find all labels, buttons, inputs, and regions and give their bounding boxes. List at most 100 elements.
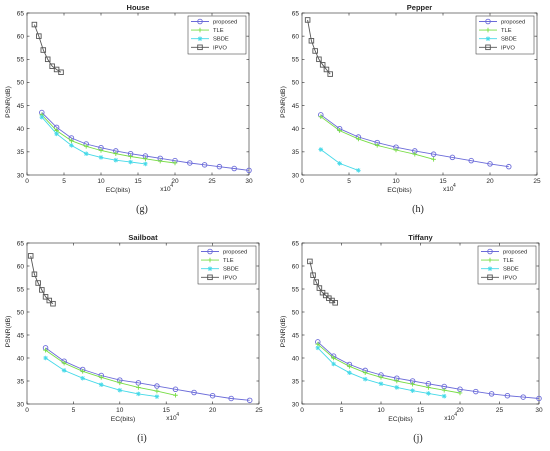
data-point-sbde	[337, 161, 342, 166]
y-tick-label: 30	[17, 172, 25, 179]
y-tick-label: 35	[292, 149, 300, 156]
data-point-sbde	[113, 157, 119, 163]
data-point-proposed	[209, 392, 216, 399]
data-point-sbde	[378, 381, 384, 387]
data-point-sbde	[143, 161, 148, 167]
legend-label-sbde: SBDE	[223, 267, 239, 273]
data-point-proposed	[228, 395, 234, 402]
data-point-proposed	[473, 388, 479, 395]
legend-marker-proposed	[485, 18, 491, 25]
series-tle	[39, 112, 178, 166]
legend: proposed TLE SBDE IPVO	[477, 245, 537, 285]
legend-marker-proposed	[197, 18, 203, 25]
data-point-proposed	[488, 391, 495, 397]
y-tick-label: 50	[292, 80, 300, 87]
series-ipvo	[307, 258, 338, 306]
data-point-proposed	[246, 397, 253, 404]
chart-panel-house: 0 5 10 15 20 25 30 30 35 40 45 50 55 60 65 x10 4 EC(bits)…	[5, 3, 253, 215]
data-point-sbde	[98, 382, 104, 387]
legend-marker-ipvo	[485, 44, 491, 51]
panel-caption: (j)	[413, 433, 422, 444]
data-point-ipvo	[39, 287, 45, 293]
legend-label-ipvo: IPVO	[223, 275, 237, 281]
data-point-tle	[362, 370, 368, 376]
data-point-sbde	[394, 385, 400, 390]
data-point-ipvo	[307, 258, 313, 265]
y-tick-label: 30	[292, 401, 300, 408]
data-point-tle	[331, 355, 336, 361]
legend-marker-tle	[487, 257, 493, 263]
y-tick-label: 40	[17, 355, 25, 362]
data-point-ipvo	[316, 56, 322, 63]
x-tick-label: 10	[97, 178, 105, 185]
legend-label-proposed: proposed	[223, 250, 247, 256]
data-point-sbde	[362, 376, 368, 382]
x-tick-label: 0	[300, 407, 304, 414]
data-point-tle	[410, 381, 415, 387]
x-tick-label: 0	[300, 178, 304, 185]
x-axis-label: EC(bits)	[106, 187, 131, 194]
x-axis-multiplier-exponent: 4	[176, 412, 179, 418]
data-point-tle	[83, 144, 89, 149]
y-tick-label: 45	[292, 103, 300, 110]
x-axis-multiplier-exponent: 4	[453, 183, 456, 189]
x-tick-label: 10	[392, 178, 400, 185]
x-axis-label: EC(bits)	[387, 187, 412, 194]
legend: proposed TLE SBDE IPVO	[187, 15, 247, 55]
data-point-sbde	[117, 387, 123, 393]
legend-marker-tle	[485, 27, 491, 33]
legend-label-tle: TLE	[213, 28, 224, 34]
data-point-tle	[431, 156, 436, 162]
legend-marker-proposed	[487, 248, 493, 255]
data-point-ipvo	[40, 47, 47, 53]
y-tick-label: 55	[17, 57, 25, 64]
data-point-ipvo	[319, 289, 326, 296]
data-point-ipvo	[27, 253, 34, 259]
x-tick-label: 10	[377, 407, 385, 414]
data-point-sbde	[441, 393, 447, 399]
data-point-tle	[318, 114, 324, 119]
legend-label-sbde: SBDE	[503, 267, 519, 273]
legend-marker-sbde	[207, 266, 213, 271]
series-tle	[315, 341, 463, 396]
data-point-ipvo	[308, 38, 315, 44]
y-tick-label: 45	[17, 332, 25, 339]
data-point-sbde	[410, 388, 415, 393]
y-axis-label: PSNR(dB)	[5, 316, 12, 348]
data-point-ipvo	[304, 17, 311, 23]
x-tick-label: 15	[439, 178, 447, 185]
x-tick-label: 0	[25, 178, 29, 185]
data-point-ipvo	[46, 297, 53, 304]
data-point-ipvo	[44, 56, 51, 63]
legend-label-proposed: proposed	[503, 250, 527, 256]
legend-label-proposed: proposed	[501, 20, 525, 26]
chart-title: House	[127, 3, 150, 12]
data-point-tle	[394, 378, 400, 384]
y-tick-label: 40	[292, 126, 300, 133]
legend-marker-proposed	[207, 248, 213, 255]
y-tick-label: 45	[17, 103, 25, 110]
data-point-sbde	[69, 143, 74, 148]
data-point-ipvo	[36, 33, 42, 39]
y-tick-label: 40	[292, 355, 300, 362]
y-axis-label: PSNR(dB)	[280, 316, 287, 348]
series-ipvo	[304, 17, 333, 77]
legend: proposed TLE SBDE IPVO	[475, 15, 535, 55]
data-point-tle	[173, 392, 178, 398]
x-axis-multiplier: x10	[443, 186, 454, 193]
data-point-tle	[69, 138, 74, 144]
x-axis-multiplier-exponent: 4	[454, 412, 457, 418]
series-sbde	[39, 114, 148, 167]
data-point-proposed	[187, 160, 193, 166]
series-line-proposed	[317, 341, 540, 399]
data-point-proposed	[536, 395, 542, 402]
x-tick-label: 5	[340, 407, 344, 414]
y-tick-label: 50	[17, 80, 25, 87]
data-point-ipvo	[313, 279, 319, 285]
data-point-proposed	[246, 167, 252, 174]
data-point-sbde	[331, 361, 336, 367]
data-point-sbde	[347, 370, 352, 376]
data-point-tle	[374, 143, 380, 148]
panel-caption: (g)	[136, 204, 148, 215]
data-point-ipvo	[319, 62, 326, 68]
